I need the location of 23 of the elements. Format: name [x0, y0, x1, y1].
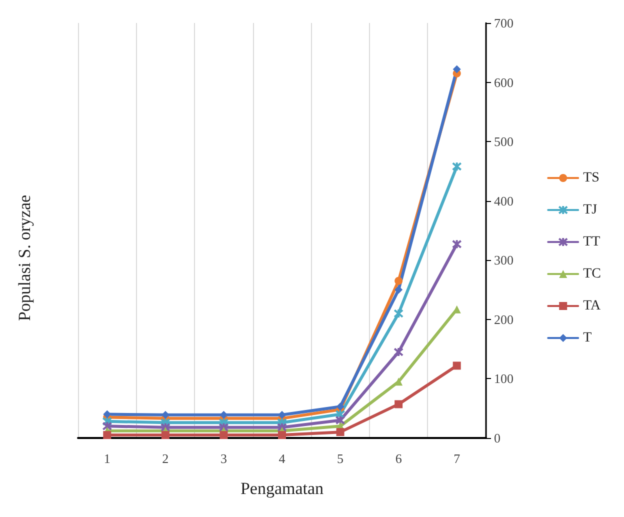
legend-label: TS — [583, 170, 600, 186]
x-axis-title: Pengamatan — [240, 479, 324, 498]
y-tick-label: 200 — [494, 312, 514, 327]
y-tick-label: 500 — [494, 134, 514, 150]
x-tick-label: 5 — [337, 451, 344, 466]
legend-label: TC — [583, 266, 601, 282]
x-tick-label: 1 — [104, 451, 110, 466]
y-tick-label: 100 — [494, 371, 514, 386]
x-tick-label: 7 — [454, 451, 461, 466]
y-tick-label: 400 — [494, 193, 514, 208]
x-tick-label: 2 — [162, 451, 169, 466]
legend-label: TA — [583, 298, 602, 314]
legend-label: T — [583, 330, 592, 346]
x-tick-label: 3 — [220, 451, 227, 466]
legend-label: TT — [583, 234, 601, 250]
x-tick-label: 6 — [395, 451, 402, 466]
legend-label: TJ — [583, 202, 598, 218]
y-tick-label: 0 — [494, 430, 500, 446]
y-tick-label: 600 — [494, 74, 514, 90]
x-tick-label: 4 — [278, 451, 286, 466]
y-axis-title: Populasi S. oryzae — [15, 194, 34, 322]
y-tick-label: 300 — [494, 252, 514, 268]
y-tick-label: 700 — [494, 16, 514, 30]
